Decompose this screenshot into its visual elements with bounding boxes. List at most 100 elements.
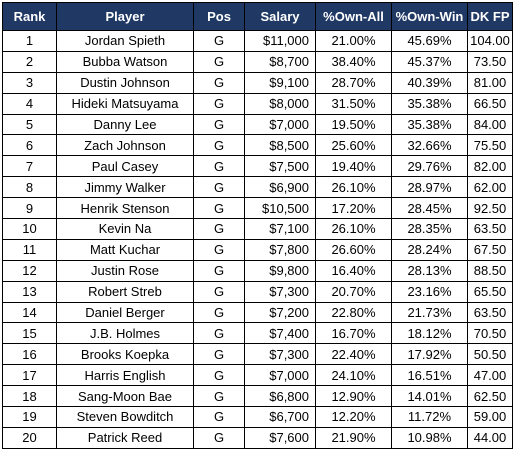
- rank-cell: 3: [2, 71, 57, 94]
- pos-cell: G: [193, 280, 245, 303]
- own-win-cell: 28.24%: [391, 238, 468, 261]
- rank-cell: 14: [2, 301, 57, 324]
- rank-cell: 5: [2, 113, 57, 136]
- salary-cell: $7,000: [244, 113, 316, 136]
- own-win-cell: 16.51%: [391, 364, 468, 387]
- dk-fp-cell: 75.50: [467, 134, 513, 157]
- player-cell: Danny Lee: [56, 113, 194, 136]
- pos-cell: G: [193, 113, 245, 136]
- own-all-cell: 12.20%: [315, 406, 392, 428]
- dk-fp-cell: 81.00: [467, 71, 513, 94]
- rank-cell: 10: [2, 218, 57, 240]
- table-row: 13 Robert Streb G $7,300 20.70% 23.16% 65.50: [2, 280, 513, 303]
- pos-cell: G: [193, 259, 245, 282]
- player-cell: Justin Rose: [56, 259, 194, 282]
- rank-cell: 12: [2, 259, 57, 282]
- table-body: 1 Jordan Spieth G $11,000 21.00% 45.69% 104.00…: [2, 30, 513, 449]
- table-row: 16 Brooks Koepka G $7,300 22.40% 17.92% 50.50: [2, 343, 513, 366]
- table-row: 18 Sang-Moon Bae G $6,800 12.90% 14.01% 62.50: [2, 385, 513, 408]
- dk-fp-cell: 104.00: [467, 30, 513, 52]
- own-all-cell: 26.10%: [315, 218, 392, 240]
- dk-fp-cell: 66.50: [467, 92, 513, 115]
- rank-cell: 20: [2, 426, 57, 449]
- own-win-cell: 23.16%: [391, 280, 468, 303]
- own-win-cell: 17.92%: [391, 343, 468, 366]
- player-cell: Patrick Reed: [56, 426, 194, 449]
- dk-fp-cell: 59.00: [467, 406, 513, 428]
- table-row: 10 Kevin Na G $7,100 26.10% 28.35% 63.50: [2, 218, 513, 240]
- salary-cell: $11,000: [244, 30, 316, 52]
- rank-cell: 6: [2, 134, 57, 157]
- pos-cell: G: [193, 155, 245, 178]
- salary-cell: $7,300: [244, 343, 316, 366]
- player-cell: Bubba Watson: [56, 50, 194, 73]
- salary-cell: $6,700: [244, 406, 316, 428]
- pos-cell: G: [193, 71, 245, 94]
- own-all-cell: 19.40%: [315, 155, 392, 178]
- salary-cell: $8,500: [244, 134, 316, 157]
- pos-cell: G: [193, 364, 245, 387]
- table-row: 12 Justin Rose G $9,800 16.40% 28.13% 88.50: [2, 259, 513, 282]
- table-row: 9 Henrik Stenson G $10,500 17.20% 28.45% 92.50: [2, 197, 513, 220]
- own-win-cell: 21.73%: [391, 301, 468, 324]
- salary-cell: $7,400: [244, 322, 316, 345]
- pos-cell: G: [193, 30, 245, 52]
- dk-fp-cell: 44.00: [467, 426, 513, 449]
- salary-cell: $8,700: [244, 50, 316, 73]
- pos-cell: G: [193, 426, 245, 449]
- own-win-cell: 45.69%: [391, 30, 468, 52]
- own-win-cell: 32.66%: [391, 134, 468, 157]
- salary-cell: $8,000: [244, 92, 316, 115]
- salary-cell: $7,500: [244, 155, 316, 178]
- player-cell: Kevin Na: [56, 218, 194, 240]
- own-all-cell: 26.60%: [315, 238, 392, 261]
- header-row: Rank Player Pos Salary %Own-All %Own-Win…: [2, 2, 513, 31]
- player-cell: Paul Casey: [56, 155, 194, 178]
- header-rank: Rank: [2, 2, 57, 31]
- pos-cell: G: [193, 134, 245, 157]
- dk-fp-cell: 62.50: [467, 385, 513, 408]
- pos-cell: G: [193, 406, 245, 428]
- table-row: 5 Danny Lee G $7,000 19.50% 35.38% 84.00: [2, 113, 513, 136]
- rank-cell: 9: [2, 197, 57, 220]
- salary-cell: $7,200: [244, 301, 316, 324]
- player-cell: Daniel Berger: [56, 301, 194, 324]
- rank-cell: 15: [2, 322, 57, 345]
- own-all-cell: 25.60%: [315, 134, 392, 157]
- player-cell: Harris English: [56, 364, 194, 387]
- own-all-cell: 16.40%: [315, 259, 392, 282]
- salary-cell: $6,900: [244, 176, 316, 199]
- rank-cell: 7: [2, 155, 57, 178]
- rank-cell: 8: [2, 176, 57, 199]
- own-all-cell: 22.80%: [315, 301, 392, 324]
- header-player: Player: [56, 2, 194, 31]
- rank-cell: 17: [2, 364, 57, 387]
- own-win-cell: 11.72%: [391, 406, 468, 428]
- own-all-cell: 31.50%: [315, 92, 392, 115]
- salary-cell: $9,100: [244, 71, 316, 94]
- dk-fp-cell: 92.50: [467, 197, 513, 220]
- player-cell: Steven Bowditch: [56, 406, 194, 428]
- own-win-cell: 29.76%: [391, 155, 468, 178]
- pos-cell: G: [193, 176, 245, 199]
- own-all-cell: 19.50%: [315, 113, 392, 136]
- header-dk-fp: DK FP: [467, 2, 513, 31]
- header-own-all: %Own-All: [315, 2, 392, 31]
- pos-cell: G: [193, 301, 245, 324]
- salary-cell: $7,000: [244, 364, 316, 387]
- rank-cell: 11: [2, 238, 57, 261]
- salary-cell: $7,300: [244, 280, 316, 303]
- player-cell: Sang-Moon Bae: [56, 385, 194, 408]
- header-salary: Salary: [244, 2, 316, 31]
- salary-cell: $7,800: [244, 238, 316, 261]
- own-win-cell: 35.38%: [391, 113, 468, 136]
- rank-cell: 2: [2, 50, 57, 73]
- header-own-win: %Own-Win: [391, 2, 468, 31]
- dk-fp-cell: 62.00: [467, 176, 513, 199]
- dk-fp-cell: 65.50: [467, 280, 513, 303]
- own-win-cell: 14.01%: [391, 385, 468, 408]
- own-all-cell: 38.40%: [315, 50, 392, 73]
- own-all-cell: 20.70%: [315, 280, 392, 303]
- table-row: 1 Jordan Spieth G $11,000 21.00% 45.69% 104.00: [2, 30, 513, 52]
- table-row: 17 Harris English G $7,000 24.10% 16.51% 47.00: [2, 364, 513, 387]
